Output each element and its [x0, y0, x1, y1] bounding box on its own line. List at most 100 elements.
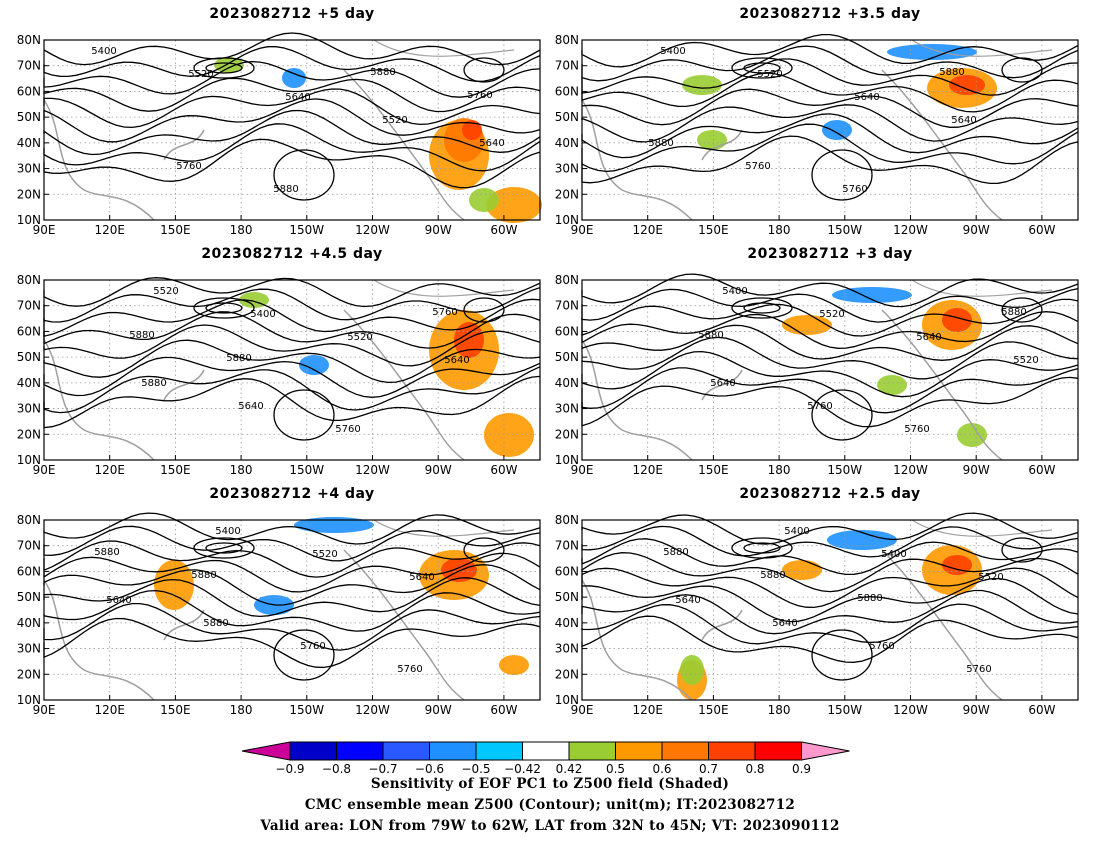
contour-label: 5880 [141, 378, 166, 389]
lon-label: 90E [33, 223, 56, 237]
z500-contour [581, 538, 1079, 576]
panel-title-3: 2023082712 +4.5 day [201, 246, 383, 262]
map-frame [581, 519, 1079, 701]
contour-label: 5400 [722, 286, 747, 297]
lon-label: 120E [94, 703, 125, 717]
lat-label: 20N [555, 427, 579, 441]
lat-label: 10N [555, 453, 579, 467]
z500-contour [43, 88, 541, 129]
lat-label: 50N [17, 590, 41, 604]
colorbar-box [336, 741, 384, 761]
map-panels: 5400 5520 5640 5520 5640 5760 5880 5880 5760 80N 7… [17, 32, 1079, 717]
sensitivity-shading [499, 655, 529, 675]
z500-contour [581, 367, 1079, 414]
colorbar-label: 0.7 [699, 762, 718, 774]
contour-label: 5760 [966, 664, 991, 675]
z500-contour [43, 46, 541, 82]
coastline [701, 609, 743, 641]
contour-label: 5760 [432, 307, 457, 318]
panel-title-6: 2023082712 +2.5 day [739, 486, 921, 502]
lat-label: 20N [17, 187, 41, 201]
colorbar-box [754, 741, 802, 761]
lon-label: 60W [490, 463, 517, 477]
z500-closed-contour [205, 62, 243, 74]
contour-label: 5760 [807, 401, 832, 412]
lon-label: 120W [893, 463, 928, 477]
lon-label: 150E [698, 463, 729, 477]
colorbar-low-triangle [241, 741, 291, 761]
lat-label: 30N [17, 642, 41, 656]
z500-closed-contour [1001, 297, 1043, 323]
lon-label: 60W [490, 223, 517, 237]
coastline [373, 519, 515, 537]
colorbar-label: 0.6 [652, 762, 671, 774]
z500-contour [581, 525, 1079, 558]
lon-label: 150E [698, 703, 729, 717]
colorbar-box [429, 741, 477, 761]
z500-contour [581, 512, 1079, 545]
lon-label: 120W [355, 463, 390, 477]
sensitivity-shading [887, 44, 977, 60]
panel-title-5: 2023082712 +4 day [209, 486, 375, 502]
z500-contour [43, 589, 541, 632]
lon-label: 60W [1028, 463, 1055, 477]
lon-label: 180 [768, 703, 791, 717]
coastline [581, 99, 693, 221]
lon-label: 180 [230, 703, 253, 717]
lat-label: 10N [555, 693, 579, 707]
z500-contour [43, 577, 541, 618]
colorbar: −0.9 −0.8 −0.7 −0.6 −0.5 −0.42 0.42 0.5 0.6 0.7 0.… [241, 741, 850, 774]
lat-label: 70N [17, 299, 41, 313]
lat-label: 30N [555, 642, 579, 656]
z500-contour [43, 564, 541, 606]
lon-label: 60W [1028, 223, 1055, 237]
map-frame [581, 279, 1079, 461]
colorbar-label: −0.42 [504, 762, 541, 774]
map-panel-6: 5400 5400 5520 5640 5640 5760 5760 5880 5880 5880… [555, 512, 1079, 717]
map-panel-2: 5400 5520 5640 5640 5880 5760 5760 5880 80N 70N 60… [555, 33, 1079, 237]
lon-label: 90W [425, 703, 452, 717]
sensitivity-shading [469, 188, 499, 212]
lat-label: 80N [17, 273, 41, 287]
lat-label: 60N [17, 84, 41, 98]
lat-label: 80N [555, 273, 579, 287]
contour-label: 5640 [916, 332, 941, 343]
lat-label: 50N [555, 590, 579, 604]
lon-label: 180 [230, 463, 253, 477]
sensitivity-shading [282, 68, 306, 88]
sensitivity-shading [680, 655, 704, 685]
coastline [43, 579, 155, 701]
contour-label: 5880 [273, 184, 298, 195]
contour-label: 5400 [784, 526, 809, 537]
lon-label: 150W [827, 223, 862, 237]
z500-closed-contour [193, 537, 255, 559]
contour-label: 5520 [819, 309, 844, 320]
contour-label: 5880 [648, 138, 673, 149]
colorbar-label: 0.5 [606, 762, 625, 774]
lon-label: 90E [571, 463, 594, 477]
contour-label: 5880 [1001, 307, 1026, 318]
coastline [701, 369, 743, 401]
colorbar-label: −0.6 [415, 762, 444, 774]
contour-label: 5880 [129, 330, 154, 341]
lon-label: 90W [963, 703, 990, 717]
lon-label: 90E [571, 223, 594, 237]
contour-label: 5760 [176, 161, 201, 172]
contour-label: 5880 [203, 618, 228, 629]
lat-label: 70N [17, 539, 41, 553]
contour-label: 5760 [904, 424, 929, 435]
lon-label: 150W [827, 703, 862, 717]
lat-label: 20N [17, 427, 41, 441]
lat-label: 50N [17, 350, 41, 364]
sensitivity-shading [697, 130, 727, 150]
contour-label: 5880 [191, 570, 216, 581]
z500-closed-contour [743, 302, 781, 314]
map-background [44, 520, 540, 700]
lat-label: 10N [17, 453, 41, 467]
z500-contour [43, 109, 541, 156]
contour-label: 5520 [312, 549, 337, 560]
lon-label: 90E [33, 463, 56, 477]
lon-label: 120E [94, 223, 125, 237]
contour-label: 5640 [772, 618, 797, 629]
contour-label: 5640 [106, 595, 131, 606]
